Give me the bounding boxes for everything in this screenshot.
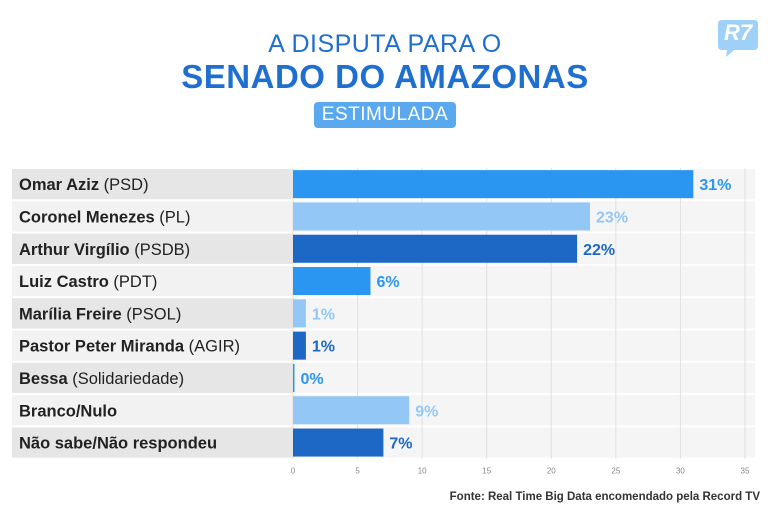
category-label-background xyxy=(12,427,293,458)
value-label: 7% xyxy=(389,436,412,453)
x-tick-label: 15 xyxy=(482,467,491,476)
category-label-background xyxy=(12,169,293,200)
value-label: 22% xyxy=(583,242,615,259)
bar xyxy=(293,234,578,263)
category-label-background xyxy=(12,395,293,426)
bar xyxy=(293,299,306,328)
badge-container: ESTIMULADA xyxy=(0,102,770,128)
category-label: Coronel Menezes (PL) xyxy=(19,208,190,226)
x-tick-label: 10 xyxy=(418,467,427,476)
title-line-2: SENADO DO AMAZONAS xyxy=(181,58,589,95)
candidate-name: Arthur Virgílio xyxy=(19,241,130,259)
subtitle-badge: ESTIMULADA xyxy=(313,102,457,128)
value-label: 23% xyxy=(596,209,628,226)
bar xyxy=(293,363,295,392)
category-label: Marília Freire (PSOL) xyxy=(19,305,181,323)
candidate-party: (Solidariedade) xyxy=(68,370,184,388)
bar xyxy=(293,428,384,457)
candidate-name: Bessa xyxy=(19,370,68,388)
candidate-name: Pastor Peter Miranda xyxy=(19,338,185,356)
candidate-name: Marília Freire xyxy=(19,305,122,323)
x-tick-label: 35 xyxy=(741,467,750,476)
candidate-party: (AGIR) xyxy=(184,338,240,356)
category-label: Pastor Peter Miranda (AGIR) xyxy=(19,338,240,356)
candidate-name: Não sabe/Não respondeu xyxy=(19,435,217,453)
plot-row-band xyxy=(293,298,755,329)
category-label-background xyxy=(12,233,293,264)
title-line-1: A DISPUTA PARA O xyxy=(268,30,502,58)
x-tick-label: 5 xyxy=(355,467,360,476)
category-label: Arthur Virgílio (PSDB) xyxy=(19,241,190,259)
value-label: 0% xyxy=(301,371,324,388)
candidate-name: Omar Aziz xyxy=(19,176,99,194)
value-label: 9% xyxy=(415,403,438,420)
candidate-name: Branco/Nulo xyxy=(19,402,117,420)
category-label-background xyxy=(12,201,293,232)
category-label: Não sabe/Não respondeu xyxy=(19,435,217,453)
bar xyxy=(293,267,371,296)
x-tick-label: 20 xyxy=(547,467,556,476)
category-label: Branco/Nulo xyxy=(19,402,117,420)
value-label: 6% xyxy=(376,274,399,291)
category-label-background xyxy=(12,362,293,394)
candidate-party: (PL) xyxy=(155,208,191,226)
candidate-name: Luiz Castro xyxy=(19,273,109,291)
r7-logo-icon xyxy=(718,20,758,57)
candidate-party: (PSD) xyxy=(99,176,149,194)
bar xyxy=(293,170,694,199)
plot-row-band xyxy=(293,330,755,361)
bar xyxy=(293,202,591,231)
bar xyxy=(293,396,410,425)
category-label-background xyxy=(12,298,293,329)
x-tick-label: 30 xyxy=(676,467,685,476)
plot-row-band xyxy=(293,362,755,394)
category-label-background xyxy=(12,265,293,297)
category-label-background xyxy=(12,330,293,361)
candidate-party: (PSOL) xyxy=(122,305,182,323)
value-label: 31% xyxy=(699,177,731,194)
x-tick-label: 25 xyxy=(611,467,620,476)
candidate-name: Coronel Menezes xyxy=(19,208,155,226)
category-label: Omar Aziz (PSD) xyxy=(19,176,149,194)
category-label: Luiz Castro (PDT) xyxy=(19,273,157,291)
bar xyxy=(293,331,306,360)
source-note: Fonte: Real Time Big Data encomendado pe… xyxy=(449,491,760,503)
candidate-party: (PDT) xyxy=(109,273,158,291)
x-tick-label: 0 xyxy=(291,467,296,476)
value-label: 1% xyxy=(312,306,335,323)
value-label: 1% xyxy=(312,339,335,356)
candidate-party: (PSDB) xyxy=(130,241,191,259)
category-label: Bessa (Solidariedade) xyxy=(19,370,184,388)
r7-logo-text: R7 xyxy=(723,20,753,45)
